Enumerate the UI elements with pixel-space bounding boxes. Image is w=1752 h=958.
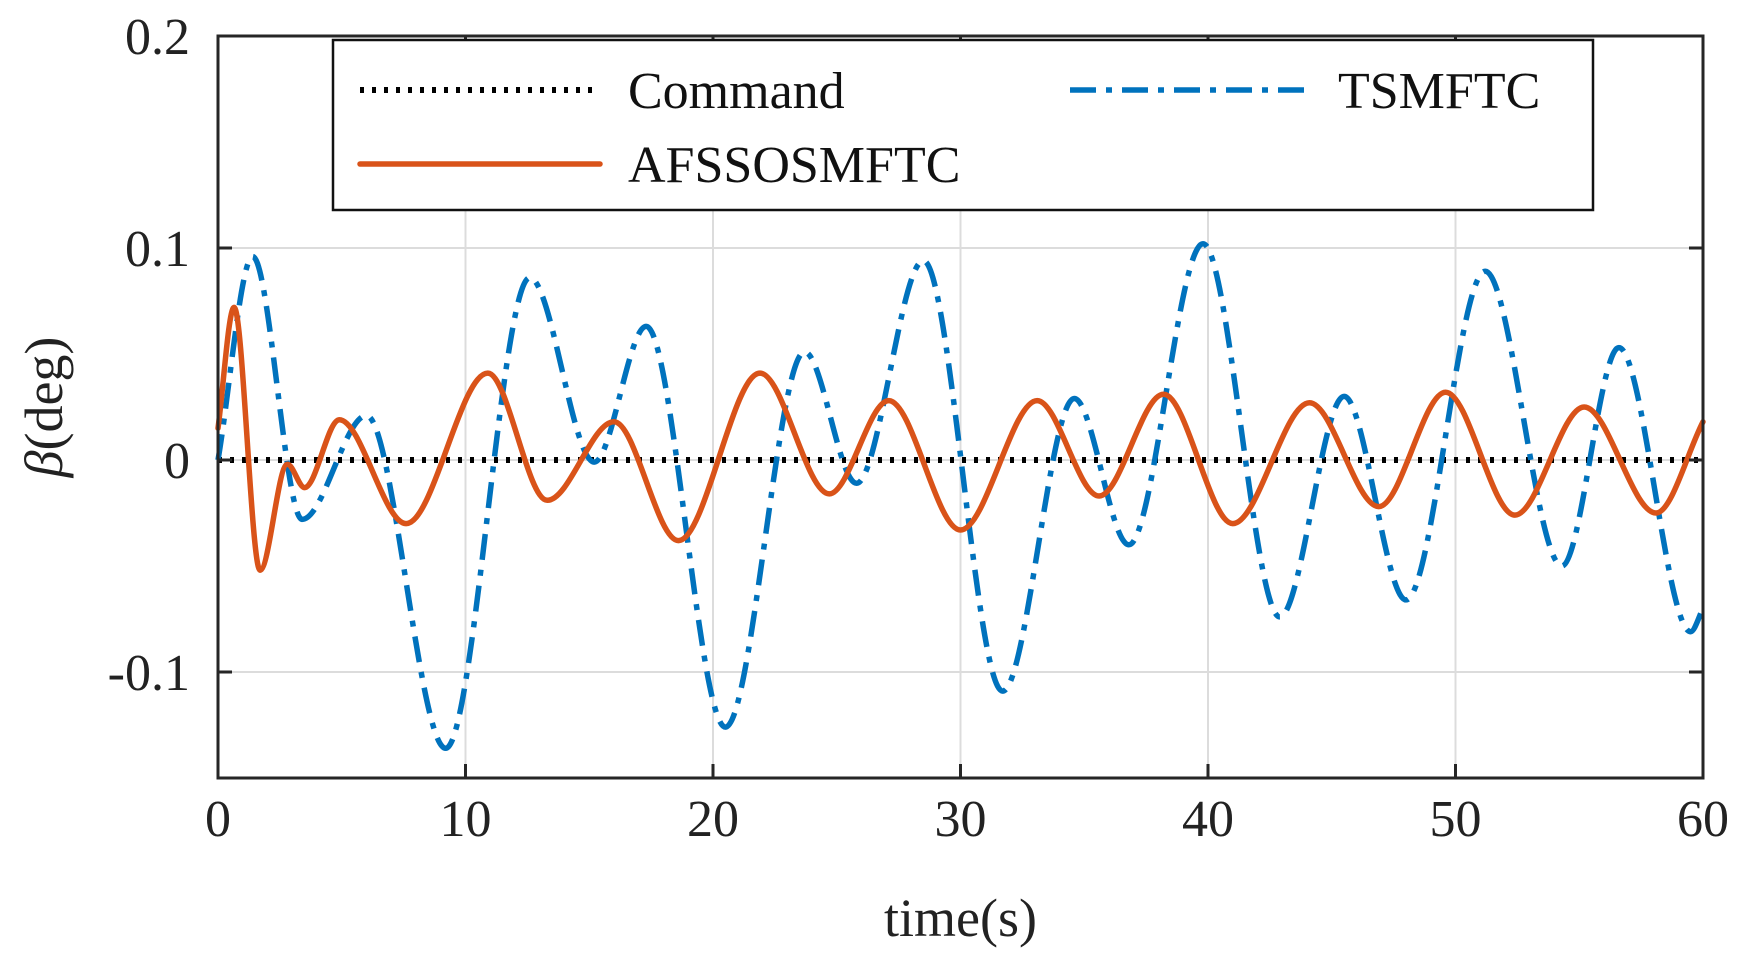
legend: Command TSMFTC AFSSOSMFTC: [331, 38, 1595, 212]
x-tick-label: 50: [1430, 791, 1482, 848]
y-axis-unit: (deg): [14, 337, 74, 451]
x-tick-label: 10: [440, 791, 492, 848]
y-tick-label: 0: [164, 433, 190, 490]
y-tick-label: 0.2: [125, 9, 190, 66]
x-tick-label: 60: [1677, 791, 1729, 848]
x-tick-label: 30: [935, 791, 987, 848]
y-axis-symbol: β: [14, 450, 74, 478]
x-tick-label: 20: [687, 791, 739, 848]
series-line-tsmftc: [215, 241, 1706, 752]
x-tick-label: 40: [1182, 791, 1234, 848]
legend-box: [331, 38, 1595, 212]
legend-label-afssosmftc: AFSSOSMFTC: [628, 137, 960, 194]
plot-series: [215, 241, 1706, 752]
legend-label-command: Command: [628, 63, 845, 120]
y-tick-label: -0.1: [108, 645, 190, 702]
legend-label-tsmftc: TSMFTC: [1338, 63, 1540, 120]
x-axis-title: time(s): [884, 888, 1037, 948]
y-tick-label: 0.1: [125, 221, 190, 278]
y-axis-title: β(deg): [14, 337, 74, 479]
series-line-afssosmftc: [215, 304, 1706, 573]
x-tick-label: 0: [205, 791, 231, 848]
